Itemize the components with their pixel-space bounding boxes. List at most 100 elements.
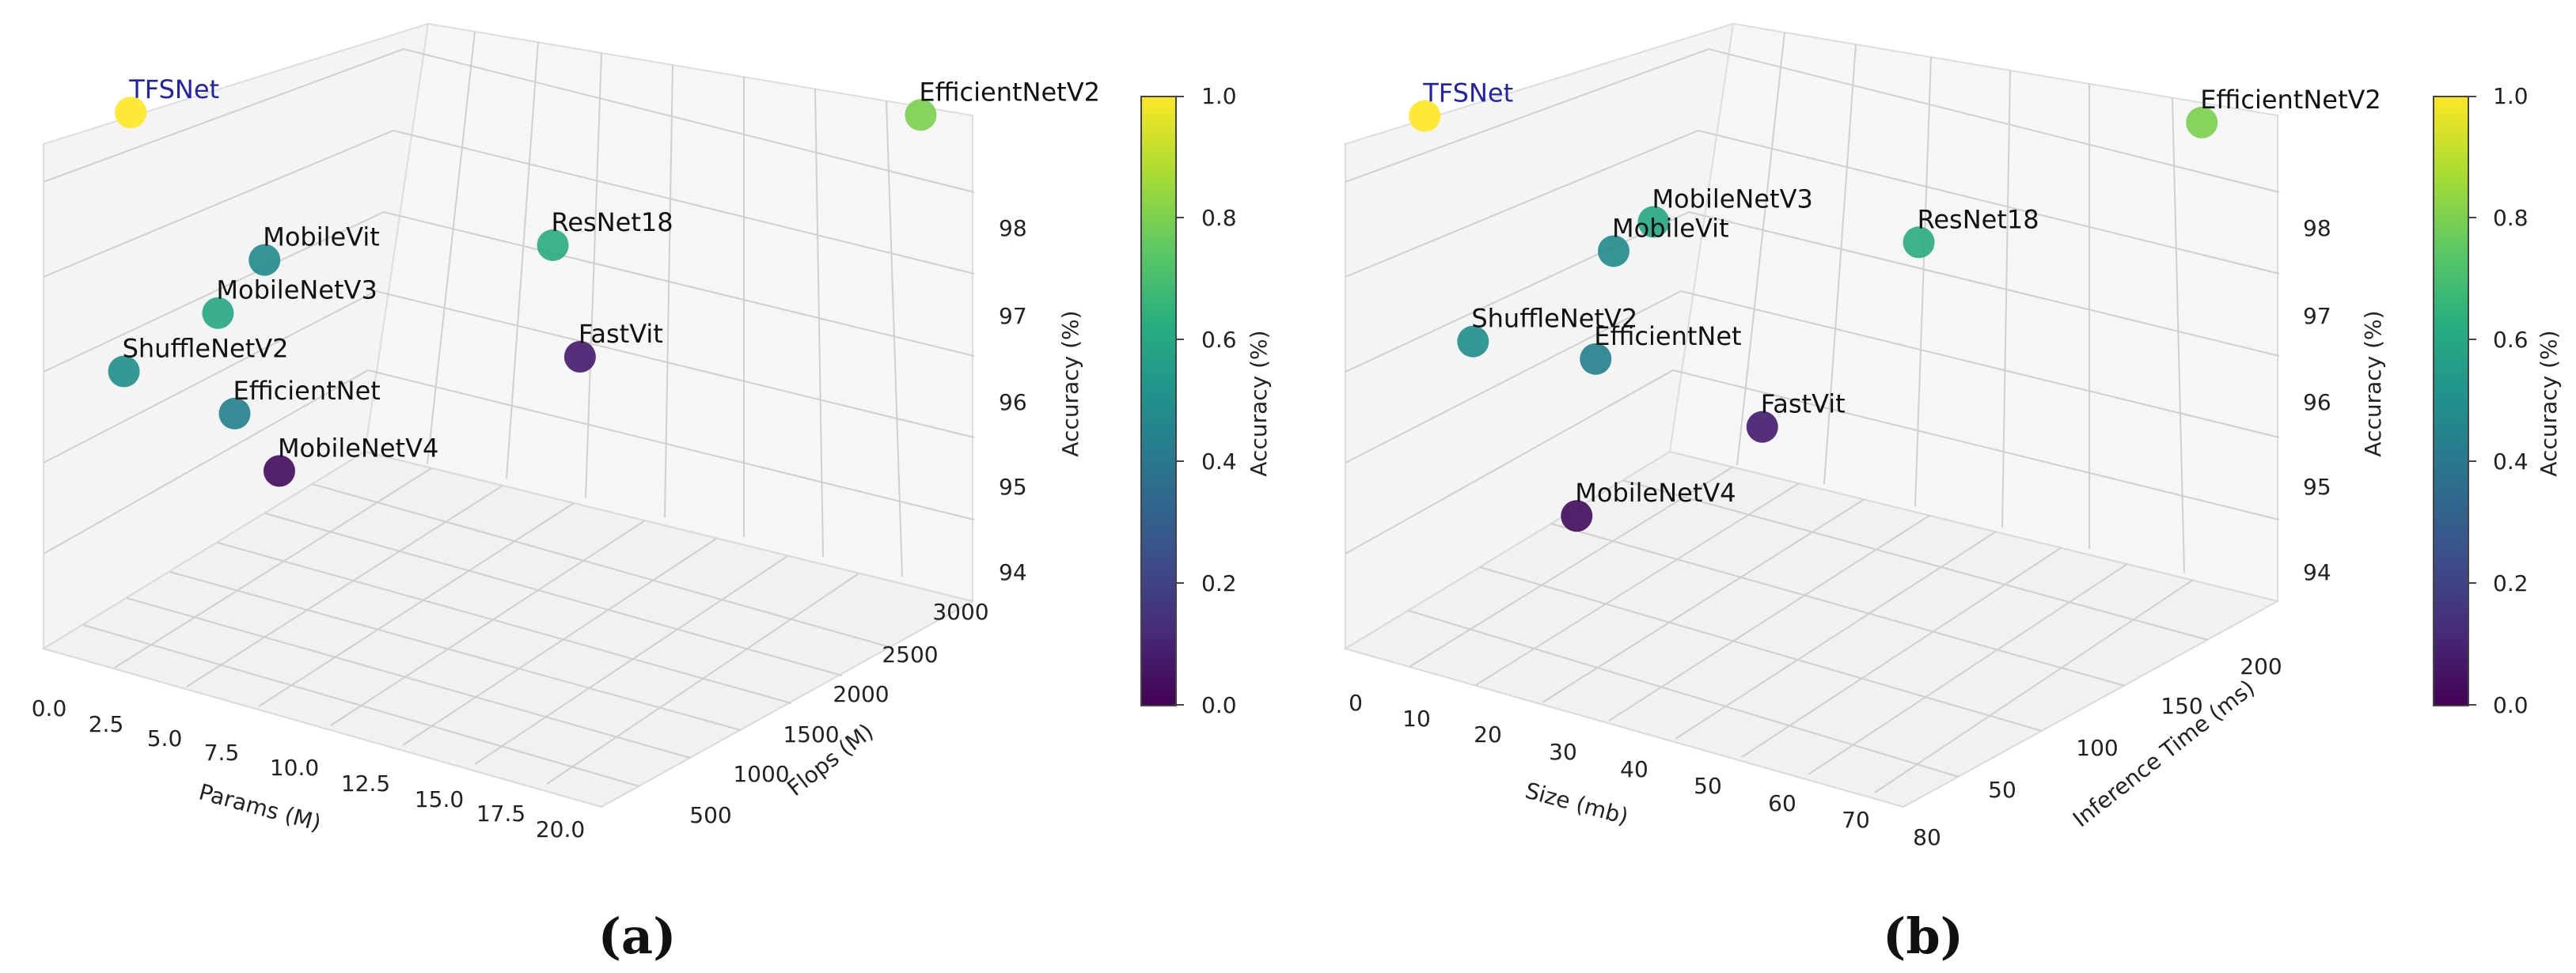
panel-b-x-tick: 20: [1474, 721, 1502, 748]
panel-b-x-tick: 40: [1620, 756, 1648, 782]
panel-b-y-tick: 100: [2076, 735, 2118, 761]
panel-b-colorbar-tick: 0.2: [2493, 570, 2529, 596]
panel-b-grid: [1345, 32, 2280, 793]
point-label: EfficientNet: [1594, 321, 1741, 351]
scatter-point: [563, 341, 596, 373]
point-label: MobileVit: [1612, 213, 1729, 243]
point-label: TFSNet: [128, 74, 219, 104]
panel-a-colorbar-tick: 0.0: [1201, 692, 1237, 718]
panel-b-x-tick: 30: [1549, 739, 1577, 765]
panel-a-y-ticks: 500 1000 1500 2000 2500 3000: [689, 599, 988, 828]
panel-b-colorbar-tick: 0.6: [2493, 327, 2529, 353]
panel-a-y-tick: 2000: [833, 681, 889, 707]
point-label: ResNet18: [552, 207, 673, 237]
scatter-point: [1561, 500, 1593, 532]
panel-b-y-tick: 150: [2161, 693, 2202, 719]
point-label: EfficientNetV2: [919, 77, 1100, 107]
panel-b-z-tick: 97: [2303, 303, 2331, 329]
scatter-point: [115, 97, 147, 129]
panel-b-colorbar-tick: 1.0: [2493, 83, 2529, 109]
panel-b-x-tick: 0: [1349, 690, 1363, 716]
scatter-point: [1580, 343, 1612, 375]
panel-b-colorbar-label: Accuracy (%): [2536, 330, 2562, 476]
panel-a-y-tick: 1000: [733, 761, 789, 787]
panel-a-colorbar-tick: 1.0: [1201, 83, 1237, 109]
panel-b-colorbar-ticks: 0.0 0.2 0.4 0.6 0.8 1.0: [2493, 83, 2529, 718]
scatter-point: [1409, 100, 1441, 132]
scatter-point: [1457, 325, 1489, 358]
panel-b-x-tick: 80: [1913, 824, 1941, 850]
panel-b-z-tick: 94: [2303, 559, 2331, 585]
point-label: MobileVit: [263, 222, 380, 252]
panel-b-z-tick: 98: [2303, 215, 2331, 241]
panel-b-z-axis-label: Accuracy (%): [2360, 310, 2386, 456]
point-label: ShuffleNetV2: [123, 334, 289, 364]
panel-a-grid: [43, 31, 975, 787]
panel-a-x-tick: 15.0: [415, 786, 464, 812]
panel-b-x-tick: 50: [1694, 773, 1722, 799]
panel-b-y-tick: 50: [1988, 777, 2016, 803]
panel-b-x-tick: 70: [1842, 807, 1870, 833]
panel-a-x-tick: 20.0: [536, 816, 585, 842]
panel-b-x-tick: 60: [1768, 790, 1796, 816]
panel-a-z-tick: 94: [999, 559, 1027, 585]
point-label: MobileNetV4: [278, 433, 438, 463]
point-label: ResNet18: [1918, 204, 2039, 234]
panel-a-x-tick: 17.5: [476, 801, 525, 827]
panel-b-colorbar-tick: 0.0: [2493, 692, 2529, 718]
point-label: ShuffleNetV2: [1471, 304, 1637, 334]
panel-a-x-tick: 10.0: [270, 755, 319, 781]
scatter-point: [248, 244, 281, 276]
panel-a-caption: (a): [598, 907, 677, 965]
point-label: MobileNetV3: [1652, 184, 1812, 214]
panel-a-floor-pane: [41, 450, 975, 808]
scatter-point: [1746, 411, 1778, 443]
panel-a-z-axis-label: Accuracy (%): [1057, 310, 1083, 456]
panel-b-caption: (b): [1883, 907, 1963, 965]
panel-b-x-ticks: 0 10 20 30 40 50 60 70 80: [1349, 690, 1941, 850]
scatter-point: [1637, 206, 1670, 238]
panel-b-x-axis-label: Size (mb): [1523, 778, 1631, 830]
panel-b-colorbar-tick: 0.4: [2493, 449, 2529, 475]
panel-b-colorbar: [2433, 96, 2469, 706]
panel-a-y-tick: 3000: [932, 599, 988, 625]
scatter-point: [202, 297, 234, 329]
panel-b-y-ticks: 50 100 150 200: [1988, 653, 2282, 803]
scatter-point: [537, 229, 569, 261]
scatter-point: [1903, 226, 1935, 259]
panel-b-points: TFSNet EfficientNetV2 MobileNetV3MobileVit…: [1409, 78, 2381, 532]
panel-a-z-tick: 97: [999, 303, 1027, 329]
scatter-point: [2186, 106, 2218, 138]
panel-a-z-tick: 98: [999, 215, 1027, 241]
panel-a-x-axis-label: Params (M): [196, 778, 324, 836]
scatter-point: [263, 455, 295, 487]
panel-a-z-ticks: 94 95 96 97 98: [999, 215, 1027, 585]
panel-a-colorbar-tick: 0.2: [1201, 570, 1237, 596]
panel-a-z-tick: 96: [999, 389, 1027, 415]
panel-a-x-tick: 2.5: [89, 711, 124, 737]
panel-a-z-tick: 95: [999, 474, 1027, 500]
point-label: TFSNet: [1422, 78, 1513, 108]
panel-a-colorbar-tick: 0.8: [1201, 205, 1237, 231]
panel-a-x-tick: 7.5: [204, 740, 240, 766]
scatter-point: [108, 355, 140, 388]
panel-b-x-tick: 10: [1402, 706, 1431, 732]
point-label: MobileNetV3: [216, 275, 377, 305]
panel-b-z-tick: 96: [2303, 389, 2331, 415]
panel-a: 94 95 96 97 98 Accuracy (%) 0.0 2.5 5.0 …: [32, 22, 1272, 965]
panel-b-z-tick: 95: [2303, 474, 2331, 500]
panel-a-colorbar-ticks: 0.0 0.2 0.4 0.6 0.8 1.0: [1201, 83, 1237, 718]
panel-b-z-ticks: 94 95 96 97 98: [2303, 215, 2331, 585]
point-label: EfficientNet: [233, 376, 380, 406]
panel-a-colorbar-tick: 0.6: [1201, 327, 1237, 353]
panel-b: 94 95 96 97 98 Accuracy (%) 0 10 20 30 4…: [1343, 22, 2562, 965]
panel-b-colorbar-tick: 0.8: [2493, 205, 2529, 231]
panel-a-y-tick: 1500: [783, 721, 839, 748]
panel-a-y-tick: 500: [689, 802, 731, 828]
panel-a-x-ticks: 0.0 2.5 5.0 7.5 10.0 12.5 15.0 17.5 20.0: [32, 695, 585, 842]
scatter-point: [1598, 235, 1630, 267]
point-label: EfficientNetV2: [2200, 85, 2381, 115]
scatter-point: [218, 397, 251, 430]
panel-a-x-tick: 5.0: [147, 725, 183, 752]
